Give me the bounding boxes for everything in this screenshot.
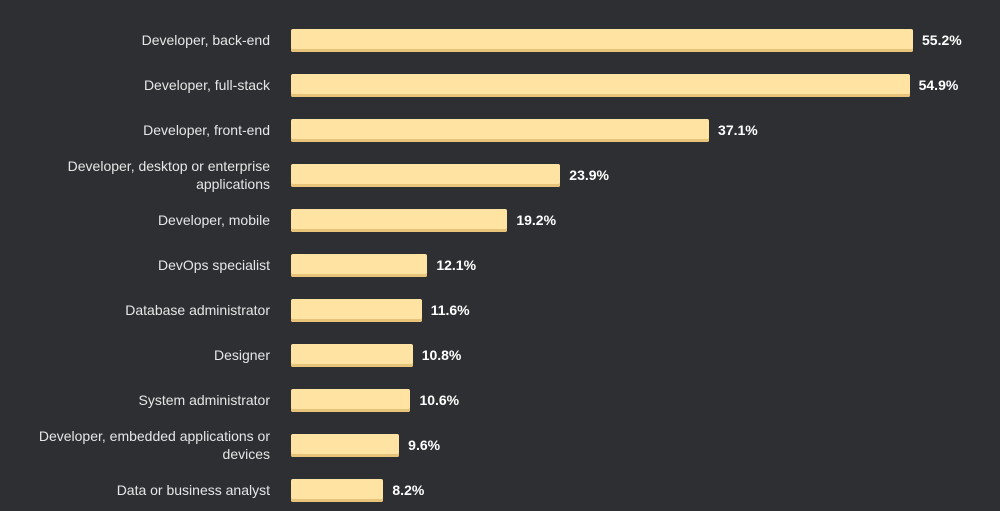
bar: [291, 208, 508, 232]
bar: [291, 478, 384, 502]
value-label: 9.6%: [408, 436, 441, 453]
category-label: Developer, full-stack: [0, 76, 270, 94]
value-label: 10.8%: [421, 346, 462, 363]
bar: [291, 343, 413, 367]
bar: [291, 73, 910, 97]
bar: [291, 388, 411, 412]
bar: [291, 163, 561, 187]
category-label-text: System administrator: [138, 392, 270, 408]
bar: [291, 298, 422, 322]
value-label: 11.6%: [430, 301, 470, 318]
value-label: 12.1%: [436, 256, 477, 273]
category-label: DevOps specialist: [0, 256, 270, 274]
category-label: Developer, desktop or enterprise applicat…: [0, 157, 270, 193]
category-label: Developer, embedded applications or devic…: [0, 427, 270, 463]
category-label-text: Developer, desktop or enterprise applicat…: [67, 158, 270, 192]
category-label: Designer: [0, 346, 270, 364]
category-label: Developer, back-end: [0, 31, 270, 49]
category-label-text: Developer, full-stack: [143, 77, 270, 93]
category-label-text: Developer, embedded applications or devic…: [38, 428, 270, 462]
category-label: Data or business analyst: [0, 481, 270, 499]
value-label: 55.2%: [922, 31, 962, 48]
category-label-text: Designer: [213, 347, 270, 363]
bar: [291, 253, 428, 277]
value-label: 54.9%: [918, 76, 959, 93]
value-label: 10.6%: [419, 391, 460, 408]
category-label: Developer, mobile: [0, 211, 270, 229]
category-label: Developer, front-end: [0, 121, 270, 139]
value-label: 37.1%: [718, 121, 758, 138]
category-label: Database administrator: [0, 301, 270, 319]
category-label: System administrator: [0, 391, 270, 409]
category-label-text: Data or business analyst: [116, 482, 270, 498]
bar: [291, 118, 710, 142]
category-label-text: Developer, front-end: [143, 122, 270, 138]
category-label-text: Developer, back-end: [141, 32, 270, 48]
value-label: 23.9%: [569, 166, 609, 183]
category-label-text: DevOps specialist: [157, 257, 270, 273]
category-label-text: Developer, mobile: [157, 212, 270, 228]
bar: [291, 28, 913, 52]
value-label: 19.2%: [516, 211, 557, 228]
category-label-text: Database administrator: [125, 302, 270, 318]
bar: [291, 433, 400, 457]
value-label: 8.2%: [392, 481, 425, 498]
